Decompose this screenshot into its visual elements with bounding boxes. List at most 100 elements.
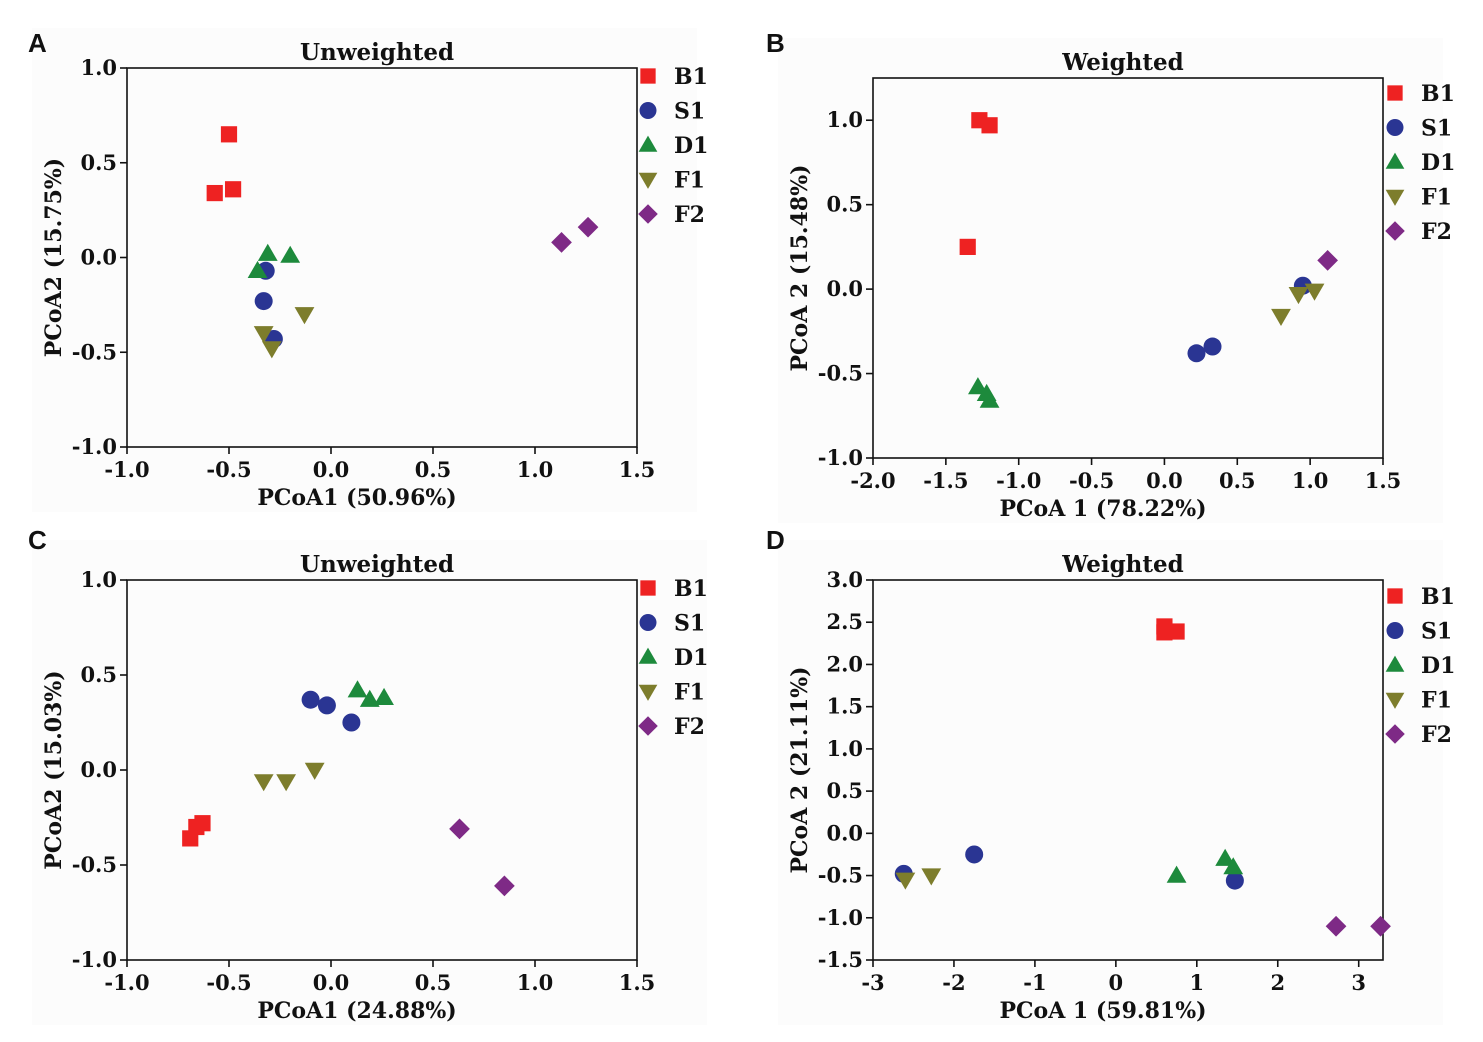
x-tick-label: 1.0 (1292, 468, 1329, 493)
x-tick-label: 0.0 (313, 970, 350, 995)
data-point-s1 (965, 845, 984, 864)
x-axis-label: PCoA 1 (78.22%) (999, 496, 1206, 522)
data-point-f2 (494, 875, 515, 897)
x-tick-label: -1.5 (923, 468, 968, 493)
y-axis-label: PCoA 2 (15.48%) (787, 164, 813, 371)
y-tick-label: 2.5 (826, 609, 863, 634)
x-tick-label: 3 (1351, 970, 1366, 995)
chart-title: Weighted (1061, 49, 1183, 76)
panel-letter: B (766, 28, 785, 58)
y-tick-label: -0.5 (818, 863, 863, 888)
x-tick-label: 0.5 (1219, 468, 1256, 493)
data-point-s1 (1225, 871, 1244, 890)
data-point-f2 (1370, 915, 1391, 937)
data-point-d1 (968, 377, 988, 395)
legend-marker-f2 (638, 716, 658, 736)
legend-marker-f1 (638, 172, 658, 189)
y-tick-label: 1.0 (826, 736, 863, 761)
data-point-d1 (1215, 848, 1236, 866)
data-point-s1 (1203, 337, 1222, 356)
data-point-d1 (257, 243, 278, 261)
y-tick-label: -1.0 (72, 434, 117, 459)
y-tick-label: 1.0 (80, 567, 117, 592)
legend-label-b1: B1 (1421, 81, 1455, 107)
x-tick-label: -1.0 (996, 468, 1041, 493)
data-point-f2 (551, 231, 572, 253)
data-point-f1 (253, 774, 274, 792)
data-point-f1 (253, 326, 274, 344)
x-tick-label: 1.0 (517, 970, 554, 995)
y-tick-label: -1.0 (818, 905, 863, 930)
data-point-f1 (261, 341, 282, 359)
data-point-s1 (254, 292, 273, 311)
data-point-f1 (921, 868, 942, 886)
data-point-d1 (247, 260, 268, 278)
legend-marker-s1 (1386, 119, 1404, 136)
panel-background (778, 540, 1443, 1025)
x-tick-label: 1 (1189, 970, 1204, 995)
legend-label-s1: S1 (674, 99, 705, 125)
y-tick-label: -0.5 (72, 852, 117, 877)
legend-marker-f1 (1385, 189, 1405, 206)
legend-marker-f2 (1385, 221, 1405, 241)
legend-marker-f1 (1385, 692, 1405, 709)
legend-label-b1: B1 (674, 576, 708, 602)
x-tick-label: 0.0 (313, 457, 350, 482)
legend: B1 S1 D1 F1 F2 (1385, 584, 1455, 748)
legend-label-f1: F1 (674, 680, 705, 706)
data-point-d1 (1223, 857, 1244, 875)
legend-label-d1: D1 (1421, 653, 1455, 679)
x-tick-label: -3 (861, 970, 884, 995)
data-point-f2 (577, 216, 599, 238)
y-tick-label: -1.0 (72, 947, 117, 972)
data-point-f1 (294, 307, 315, 325)
legend-marker-d1 (638, 135, 658, 152)
y-tick-label: -0.5 (818, 361, 863, 386)
legend-label-d1: D1 (1421, 150, 1455, 176)
data-point-s1 (301, 690, 320, 709)
y-tick-label: 1.0 (80, 55, 117, 80)
legend-label-f2: F2 (1421, 722, 1452, 748)
data-point-f1 (276, 774, 297, 792)
data-point-s1 (342, 713, 361, 732)
data-point-f1 (895, 872, 916, 890)
legend-label-f2: F2 (674, 202, 705, 228)
data-point-d1 (979, 390, 1000, 408)
legend-label-s1: S1 (1421, 116, 1452, 142)
legend: B1 S1 D1 F1 F2 (638, 64, 708, 228)
x-tick-label: -2 (942, 970, 965, 995)
y-tick-label: 0.5 (80, 150, 117, 175)
x-tick-label: 1.5 (1365, 468, 1402, 493)
x-tick-label: -1.0 (104, 457, 149, 482)
y-axis-label: PCoA2 (15.75%) (41, 158, 67, 357)
x-tick-label: -2.0 (850, 468, 895, 493)
legend-marker-s1 (639, 614, 657, 631)
x-tick-label: 0.5 (415, 970, 452, 995)
data-point-b1 (224, 181, 242, 198)
y-tick-label: 0.0 (80, 245, 117, 270)
data-point-b1 (182, 830, 199, 847)
chart-title: Unweighted (300, 551, 454, 578)
y-tick-label: 1.5 (826, 694, 863, 719)
y-tick-label: 3.0 (826, 567, 863, 592)
legend-label-s1: S1 (1421, 619, 1452, 645)
x-tick-label: 1.0 (517, 457, 554, 482)
legend-marker-d1 (1385, 152, 1405, 169)
y-axis-label: PCoA2 (15.03%) (41, 670, 67, 869)
panel-d: D Weighted -3 -2 -1 0 1 2 3 -1.5 -1.0 -0.5 0.0 0.5 1.0… (766, 525, 1455, 1025)
y-tick-label: 0.5 (826, 192, 863, 217)
legend: B1 S1 D1 F1 F2 (1385, 81, 1455, 245)
data-point-f1 (1288, 286, 1309, 305)
y-tick-label: 0.0 (80, 757, 117, 782)
panel-c: C Unweighted -1.0 -0.5 0.0 0.5 1.0 1.5 -1.0 -0.5 0… (28, 525, 708, 1025)
legend-label-f2: F2 (1421, 219, 1452, 245)
data-point-f1 (1304, 283, 1325, 301)
data-point-b1 (1168, 623, 1185, 640)
y-tick-label: 0.0 (826, 820, 863, 845)
data-point-d1 (347, 680, 368, 698)
x-axis-label: PCoA1 (50.96%) (257, 485, 456, 511)
legend-marker-b1 (1387, 85, 1403, 101)
y-tick-label: 2.0 (826, 651, 863, 676)
x-tick-label: -0.5 (206, 457, 251, 482)
data-point-f2 (449, 818, 470, 840)
